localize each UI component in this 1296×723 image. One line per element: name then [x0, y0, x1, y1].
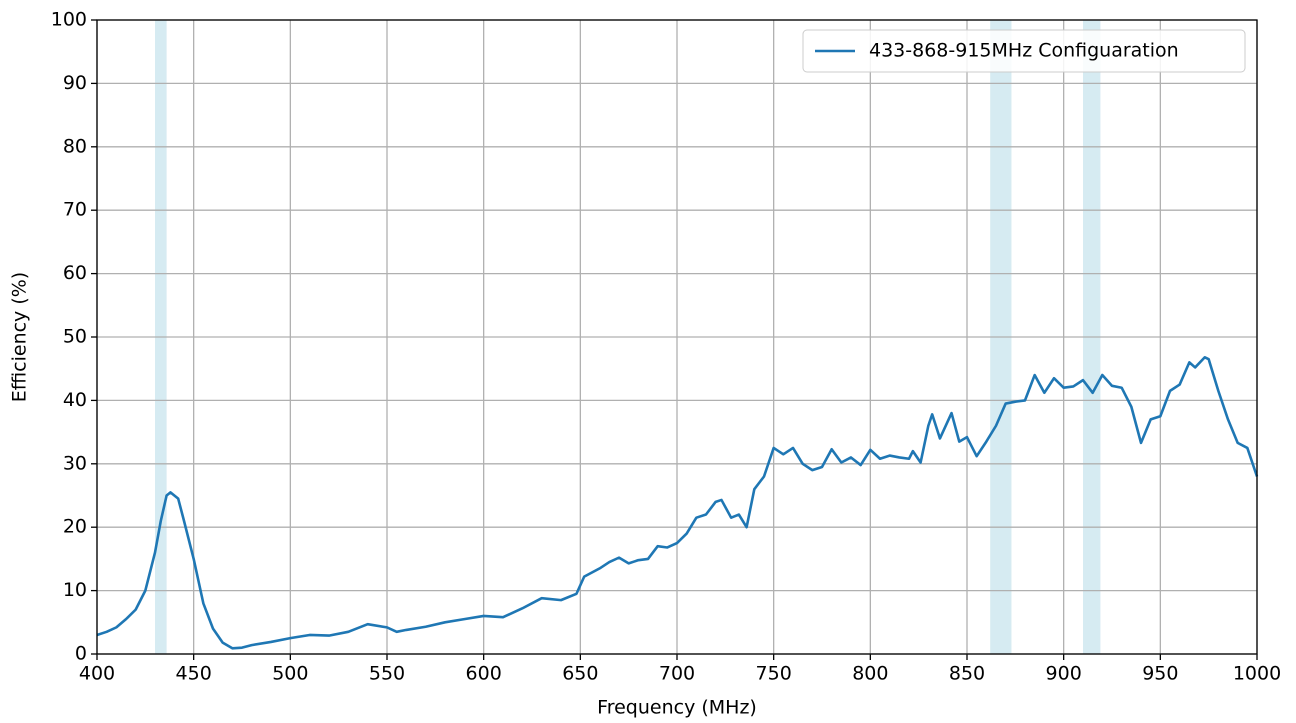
x-tick-label: 600	[466, 663, 502, 685]
x-tick-label: 550	[369, 663, 405, 685]
y-tick-label: 20	[63, 516, 87, 538]
y-tick-label: 10	[63, 579, 87, 601]
y-tick-label: 0	[75, 643, 87, 665]
x-tick-label: 650	[562, 663, 598, 685]
x-tick-label: 750	[756, 663, 792, 685]
y-axis-label: Efficiency (%)	[9, 272, 31, 402]
x-tick-label: 850	[949, 663, 985, 685]
y-tick-label: 60	[63, 262, 87, 284]
line-series	[96, 355, 1259, 650]
y-tick-label: 100	[51, 9, 87, 31]
x-axis-label: Frequency (MHz)	[597, 697, 757, 719]
x-tick-label: 950	[1142, 663, 1178, 685]
y-tick-label: 90	[63, 72, 87, 94]
y-tick-label: 70	[63, 199, 87, 221]
x-tick-label: 800	[852, 663, 888, 685]
y-tick-label: 40	[63, 389, 87, 411]
x-tick-label: 700	[659, 663, 695, 685]
legend-box	[802, 29, 1246, 73]
legend-label: 433-868-915MHz Configuaration	[869, 40, 1179, 62]
x-tick-label: 500	[272, 663, 308, 685]
x-tick-label: 450	[176, 663, 212, 685]
x-tick-label: 400	[79, 663, 115, 685]
plot-frame	[96, 19, 1258, 655]
y-tick-label: 30	[63, 452, 87, 474]
y-tick-label: 50	[63, 326, 87, 348]
y-tick-label: 80	[63, 135, 87, 157]
x-tick-label: 1000	[1233, 663, 1281, 685]
x-tick-label: 900	[1046, 663, 1082, 685]
